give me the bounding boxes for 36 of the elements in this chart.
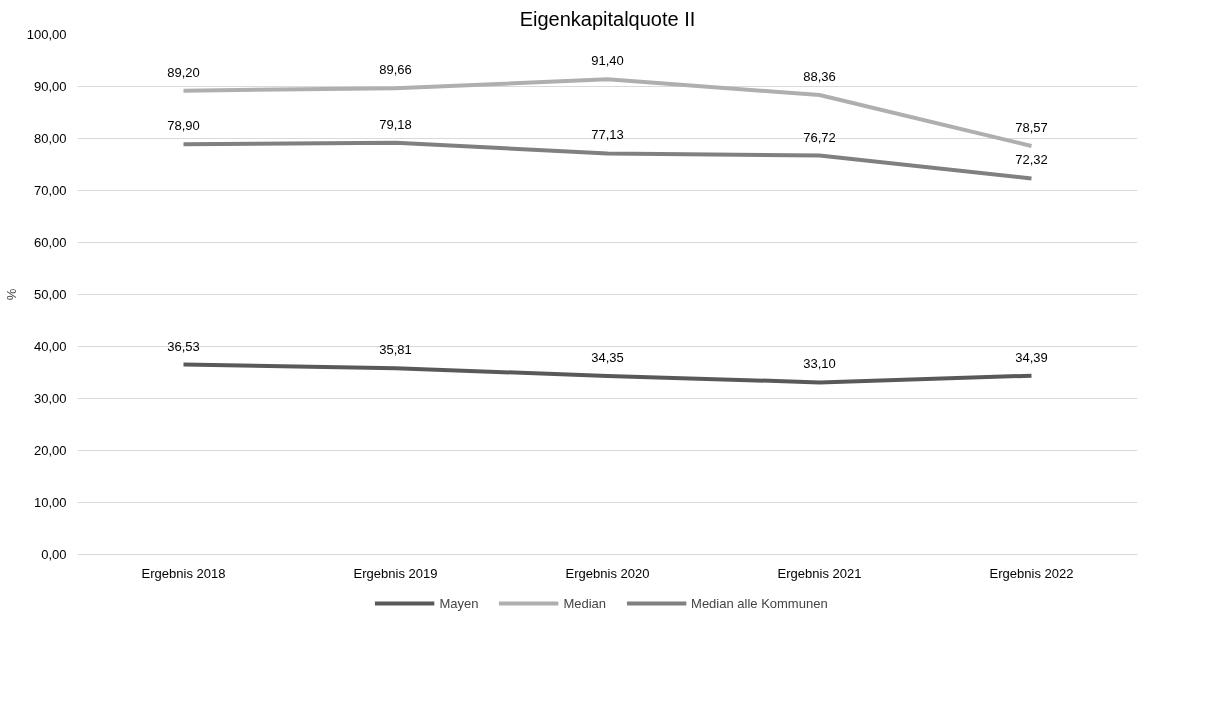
y-tick-label: 100,00 <box>26 27 67 42</box>
legend-label: Mayen <box>439 595 479 611</box>
data-label: 78,90 <box>167 118 200 134</box>
data-label: 91,40 <box>591 53 624 69</box>
data-label: 89,20 <box>167 64 200 80</box>
y-axis-title: % <box>3 288 19 301</box>
legend-label: Median <box>563 595 607 611</box>
legend-label: Median alle Kommunen <box>691 595 828 611</box>
y-tick-label: 0,00 <box>41 547 67 562</box>
data-label: 89,66 <box>379 62 412 78</box>
y-tick-label: 30,00 <box>33 391 67 406</box>
x-tick-label: Ergebnis 2019 <box>353 565 438 581</box>
x-tick-label: Ergebnis 2022 <box>989 565 1074 581</box>
y-tick-label: 50,00 <box>33 287 67 302</box>
x-tick-label: Ergebnis 2021 <box>777 565 862 581</box>
y-tick-label: 70,00 <box>33 183 67 198</box>
y-tick-label: 40,00 <box>33 339 67 354</box>
data-label: 79,18 <box>379 116 412 132</box>
y-tick-label: 60,00 <box>33 235 67 250</box>
data-label: 34,35 <box>591 349 624 365</box>
chart-title: Eigenkapitalquote II <box>519 7 696 30</box>
data-label: 36,53 <box>167 338 200 354</box>
data-label: 35,81 <box>379 342 412 358</box>
data-label: 78,57 <box>1015 119 1048 135</box>
y-tick-label: 90,00 <box>33 79 67 94</box>
x-tick-label: Ergebnis 2020 <box>565 565 650 581</box>
data-label: 72,32 <box>1015 152 1048 168</box>
y-tick-label: 20,00 <box>33 443 67 458</box>
data-label: 34,39 <box>1015 349 1048 365</box>
data-label: 88,36 <box>803 69 836 85</box>
x-tick-label: Ergebnis 2018 <box>141 565 226 581</box>
data-label: 33,10 <box>803 356 836 372</box>
y-tick-label: 10,00 <box>33 495 67 510</box>
y-tick-label: 80,00 <box>33 131 67 146</box>
data-label: 77,13 <box>591 127 624 143</box>
data-label: 76,72 <box>803 129 836 145</box>
